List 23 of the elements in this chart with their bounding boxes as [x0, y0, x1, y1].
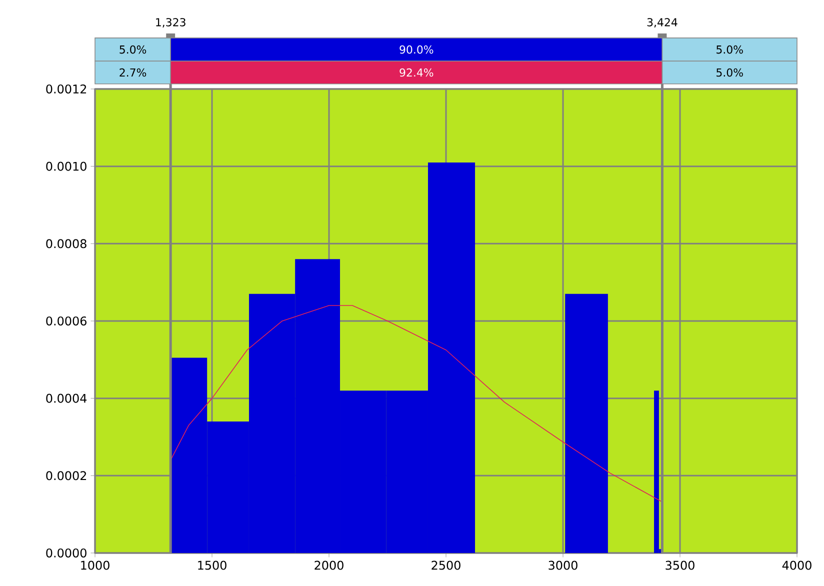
y-tick-label: 0.0008 [46, 239, 86, 248]
ref-line-label: 1,323 [156, 18, 186, 28]
x-tick-label: 1000 [81, 560, 110, 570]
line-series [170, 305, 663, 502]
text: 5.0% [120, 45, 146, 54]
x-tick-label: 2500 [432, 560, 460, 570]
text: 92.4% [400, 68, 434, 77]
x-tick-label: 1500 [198, 560, 226, 570]
text: 90.0% [400, 45, 434, 54]
y-tick-label: 0.0004 [46, 394, 87, 403]
x-tick-label: 4000 [782, 560, 812, 570]
y-tick-label: 0.0002 [46, 471, 86, 480]
x-tick-label: 3500 [666, 560, 694, 570]
ref-line-label: 3,424 [647, 18, 678, 28]
y-tick-label: 0.0010 [46, 162, 86, 171]
x-tick-label: 2000 [314, 560, 344, 570]
y-tick-label: 0.0000 [46, 548, 86, 558]
x-tick-label: 3000 [548, 560, 578, 570]
text: 2.7% [120, 68, 146, 77]
y-tick-label: 0.0006 [46, 316, 86, 326]
y-tick-label: 0.0012 [46, 84, 86, 94]
text: 5.0% [716, 45, 743, 54]
text: 5.0% [716, 68, 743, 77]
